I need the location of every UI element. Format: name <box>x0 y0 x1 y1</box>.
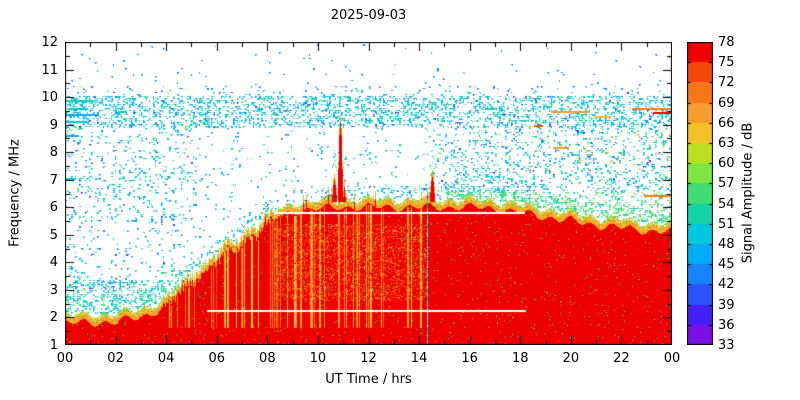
xtick-label: 10 <box>309 351 327 366</box>
ytick-label: 5 <box>49 227 58 243</box>
xtick-label: 04 <box>157 351 175 366</box>
chart-title: 2025-09-03 <box>330 8 407 23</box>
xtick-label: 18 <box>511 351 529 366</box>
colorbar <box>687 42 713 345</box>
xtick-label: 14 <box>410 351 428 366</box>
xtick-label: 06 <box>208 351 226 366</box>
ytick-label: 8 <box>49 145 58 161</box>
cbtick-label: 45 <box>718 257 735 273</box>
cbtick-label: 54 <box>718 196 735 212</box>
xtick-label: 22 <box>613 351 630 366</box>
cbtick-label: 39 <box>718 297 735 313</box>
spectrogram-canvas <box>65 42 672 345</box>
ytick-label: 1 <box>49 338 58 353</box>
xtick-label: 16 <box>461 351 478 366</box>
xtick-label: 12 <box>360 351 377 366</box>
y-axis-label: Frequency / MHz <box>7 139 23 247</box>
cbtick-label: 42 <box>718 277 735 293</box>
cbtick-label: 72 <box>718 75 735 91</box>
ytick-label: 10 <box>41 90 58 106</box>
xtick-label: 20 <box>562 351 580 366</box>
cbtick-label: 51 <box>718 216 735 232</box>
ytick-label: 4 <box>49 255 58 271</box>
cbtick-label: 48 <box>718 237 735 252</box>
xtick-label: 08 <box>259 351 276 366</box>
x-axis-label: UT Time / hrs <box>325 372 412 387</box>
ytick-label: 12 <box>41 35 58 50</box>
cbtick-label: 33 <box>718 338 735 353</box>
cbtick-label: 36 <box>718 317 735 333</box>
cbtick-label: 78 <box>718 35 735 50</box>
xtick-label: 00 <box>663 351 681 366</box>
cbtick-label: 63 <box>718 136 735 151</box>
cbtick-label: 66 <box>718 115 735 131</box>
ytick-label: 2 <box>49 310 58 326</box>
ytick-label: 11 <box>41 62 58 78</box>
ytick-label: 7 <box>49 172 58 188</box>
colorbar-label: Signal Amplitude / dB <box>740 122 756 264</box>
cbtick-label: 60 <box>718 156 735 172</box>
ytick-label: 6 <box>49 200 58 216</box>
xtick-label: 00 <box>56 351 74 366</box>
cbtick-label: 69 <box>718 95 735 111</box>
ytick-label: 3 <box>49 282 58 298</box>
cbtick-label: 57 <box>718 176 735 192</box>
ytick-label: 9 <box>49 117 58 133</box>
cbtick-label: 75 <box>718 55 735 71</box>
xtick-label: 02 <box>107 351 124 366</box>
